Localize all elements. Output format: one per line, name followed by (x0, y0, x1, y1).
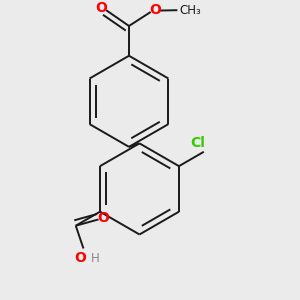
Text: O: O (149, 3, 161, 17)
Text: H: H (91, 252, 99, 265)
Text: O: O (75, 251, 87, 265)
Text: O: O (97, 212, 109, 225)
Text: CH₃: CH₃ (179, 4, 201, 17)
Text: O: O (96, 2, 108, 15)
Text: Cl: Cl (190, 136, 205, 150)
